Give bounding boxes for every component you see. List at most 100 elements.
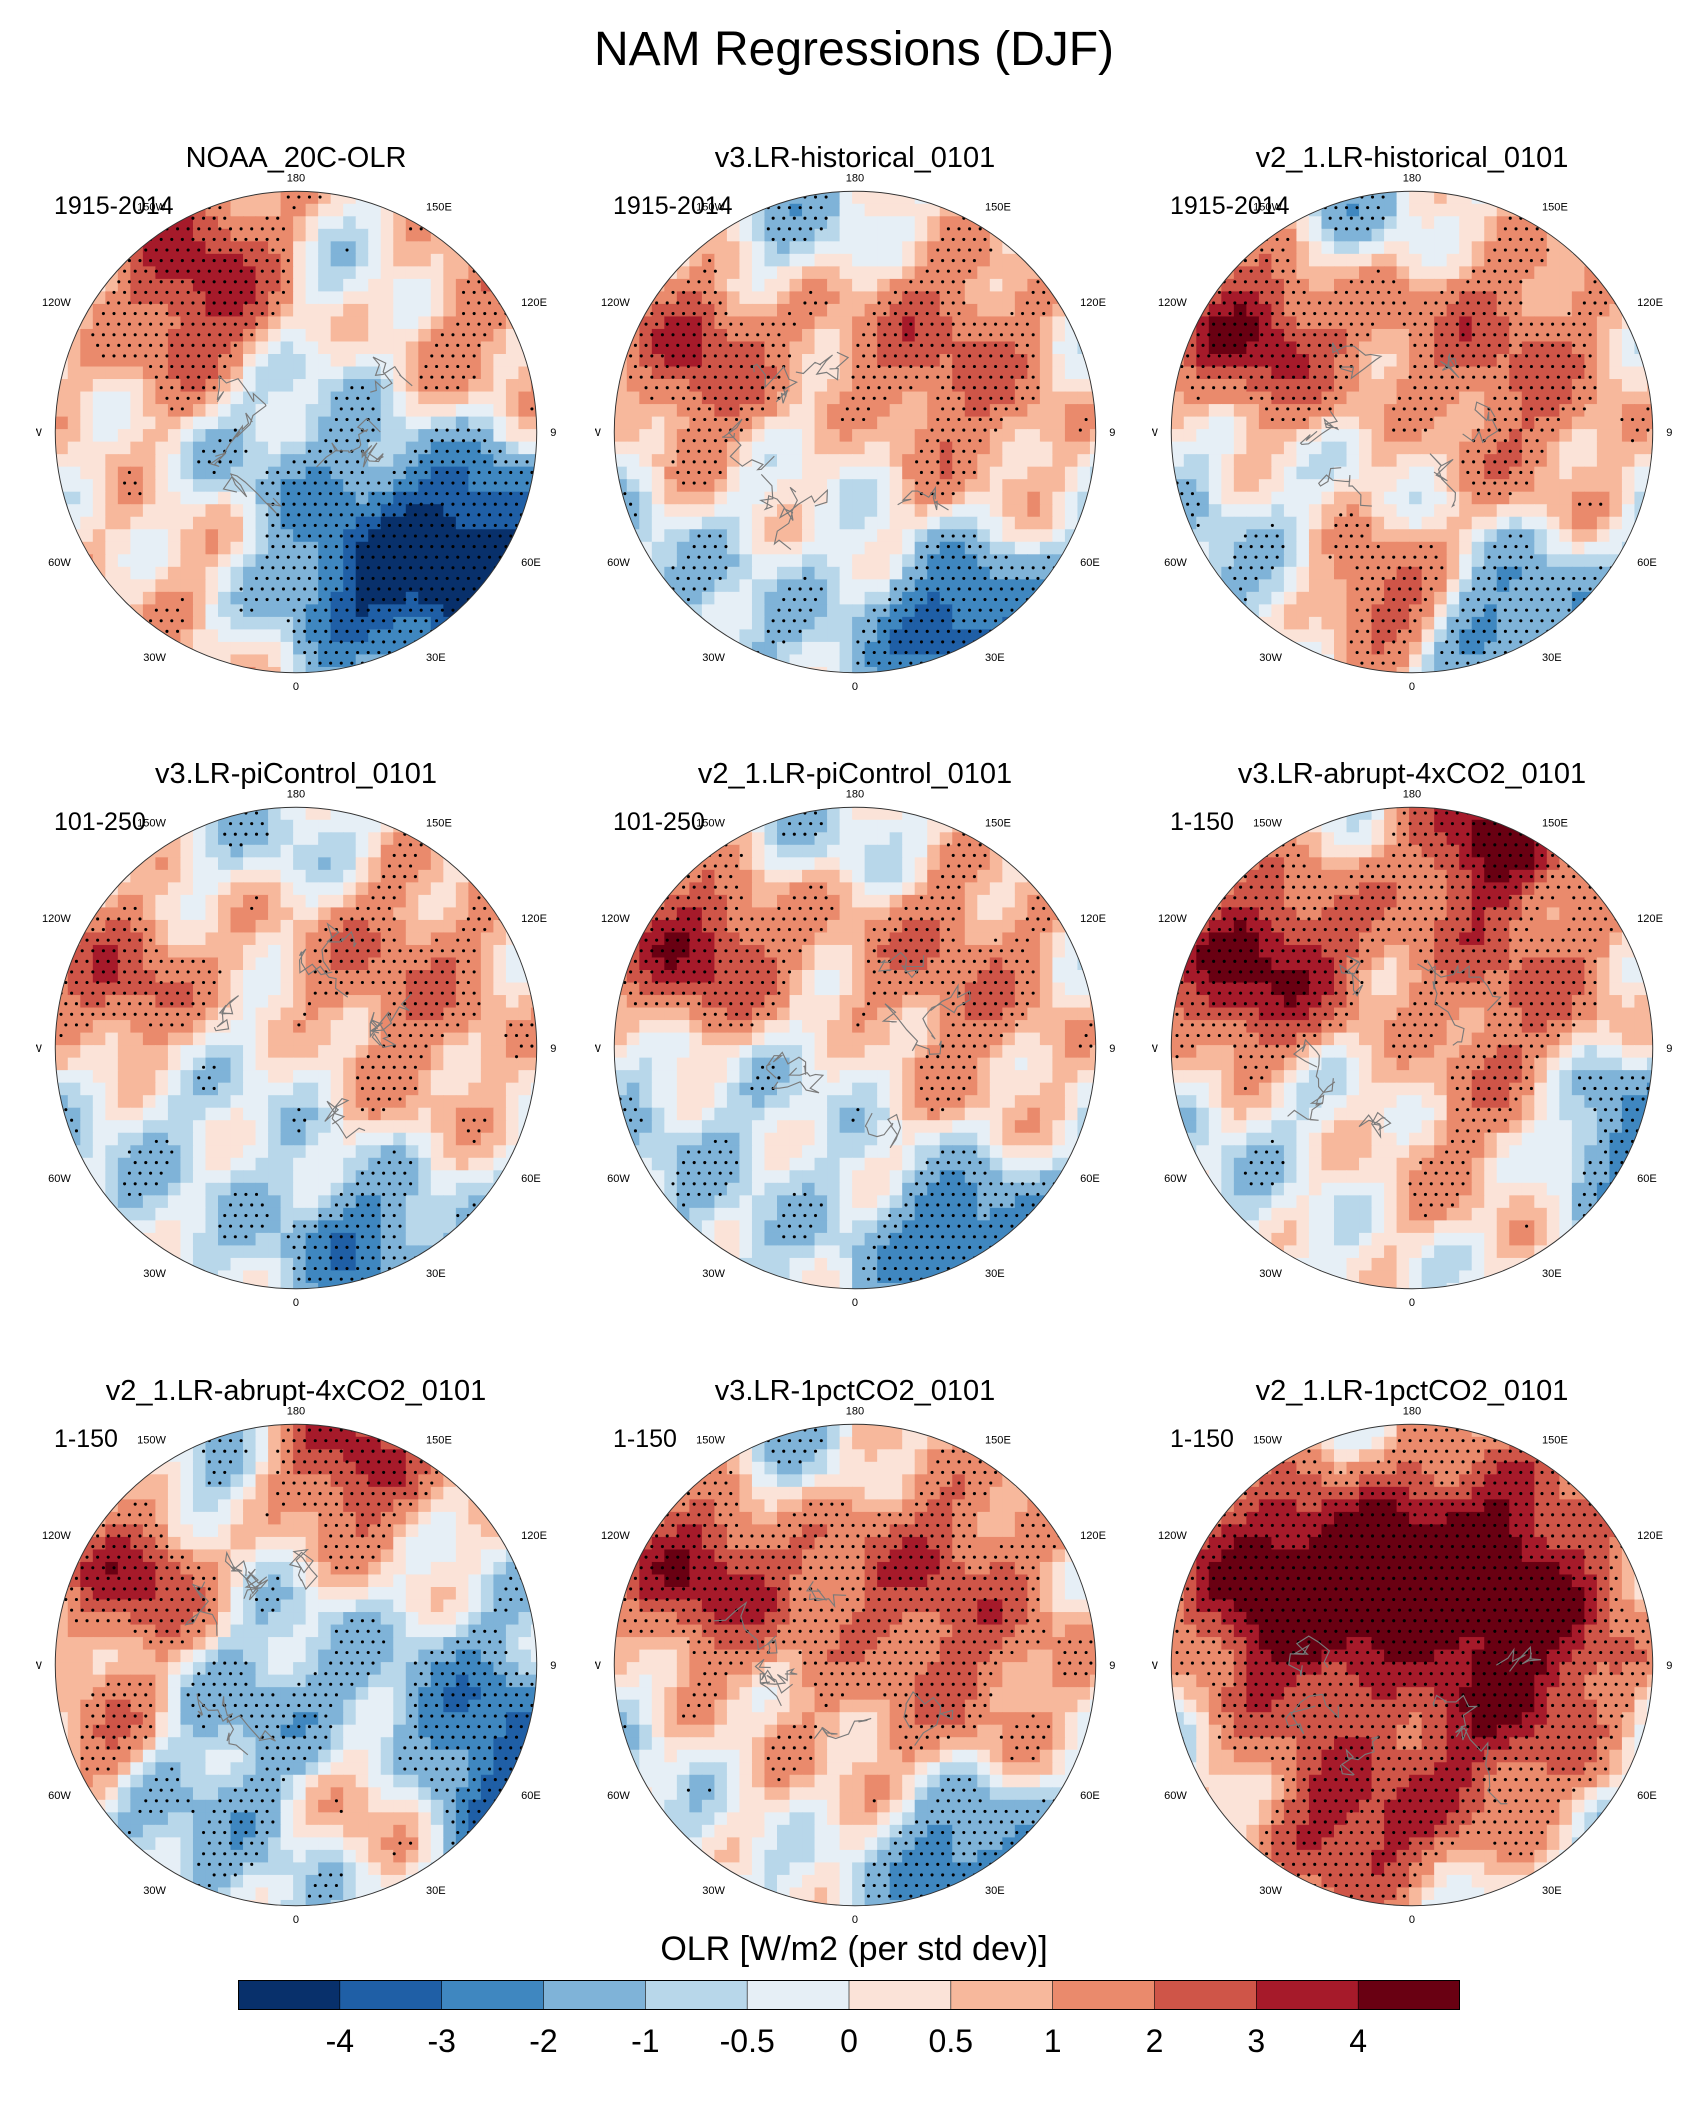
longitude-label: 30W: [1259, 1268, 1282, 1280]
longitude-label: 60W: [1164, 1790, 1187, 1802]
longitude-label: 180: [287, 789, 305, 801]
longitude-label: 0: [293, 681, 299, 692]
longitude-label: 30W: [143, 652, 166, 664]
longitude-label: 30E: [1542, 652, 1562, 664]
colorbar-svg: -4 -3 -2 -1 -0.5 0 0.5 1 2 3 4: [238, 1980, 1461, 2059]
polar-map: 180 150E 120E 90E 60E 30E 0 30W 60W 90W 120W 150W: [595, 173, 1115, 692]
longitude-label: 30E: [1542, 1885, 1562, 1897]
colorbar-title: OLR [W/m2 (per std dev)]: [0, 1930, 1708, 1969]
colorbar-segment: [950, 1980, 1054, 2010]
colorbar-segment: [1154, 1980, 1257, 2010]
longitude-label: 150W: [137, 818, 166, 830]
coastlines: [1285, 1635, 1542, 1805]
longitude-label: 0: [1409, 681, 1415, 692]
longitude-label: 180: [1403, 789, 1421, 801]
longitude-label: 60W: [1164, 557, 1187, 569]
longitude-label: 60E: [521, 1790, 541, 1802]
olr-field: [1171, 191, 1653, 673]
longitude-label: 120W: [42, 1530, 71, 1542]
colorbar-tick-label: 1: [1044, 2023, 1062, 2059]
longitude-label: 120E: [521, 1530, 547, 1542]
longitude-label: 150W: [696, 202, 725, 214]
longitude-label: 90E: [550, 427, 556, 439]
longitude-label: 180: [846, 789, 864, 801]
colorbar-tick-label: -0.5: [720, 2023, 775, 2059]
longitude-label: 150W: [696, 818, 725, 830]
longitude-label: 90E: [1109, 1043, 1115, 1055]
colorbar-segment: [645, 1980, 748, 2010]
longitude-label: 30E: [985, 652, 1005, 664]
longitude-label: 120W: [601, 297, 630, 309]
longitude-label: 30W: [143, 1885, 166, 1897]
longitude-label: 60E: [1637, 1790, 1657, 1802]
map-border: [54, 806, 538, 1290]
longitude-label: 120E: [1637, 1530, 1663, 1542]
colorbar-segment: [441, 1980, 544, 2010]
longitude-label: 150W: [1253, 818, 1282, 830]
longitude-label: 90W: [36, 427, 42, 439]
longitude-label: 120W: [1158, 297, 1187, 309]
longitude-label: 150E: [426, 202, 452, 214]
polar-map: 180 150E 120E 90E 60E 30E 0 30W 60W 90W 120W 150W: [36, 173, 556, 692]
longitude-label: 150E: [1542, 818, 1568, 830]
longitude-label: 120E: [1080, 297, 1106, 309]
longitude-label: 0: [852, 681, 858, 692]
longitude-label: 30E: [426, 1885, 446, 1897]
longitude-label: 120W: [1158, 1530, 1187, 1542]
period-label: 1-150: [1170, 808, 1234, 837]
colorbar-tick-label: -2: [529, 2023, 557, 2059]
polar-map: 180 150E 120E 90E 60E 30E 0 30W 60W 90W 120W 150W: [36, 789, 556, 1308]
longitude-label: 60E: [1080, 1790, 1100, 1802]
colorbar-segment: [339, 1980, 443, 2010]
panel-title: v3.LR-piControl_0101: [36, 758, 556, 791]
significance-stipple: [1175, 1428, 1650, 1898]
longitude-label: 0: [293, 1297, 299, 1308]
longitude-label: 120W: [42, 297, 71, 309]
longitude-label: 90E: [1109, 427, 1115, 439]
map-border: [613, 1423, 1097, 1907]
colorbar: -4 -3 -2 -1 -0.5 0 0.5 1 2 3 4: [238, 1980, 1461, 2100]
longitude-label: 180: [846, 1406, 864, 1418]
colorbar-tick-label: 3: [1247, 2023, 1265, 2059]
olr-field: [1171, 1424, 1653, 1906]
longitude-label: 60W: [48, 1790, 71, 1802]
longitude-label: 150W: [137, 202, 166, 214]
panel-title: v2_1.LR-historical_0101: [1152, 142, 1672, 175]
colorbar-tick-label: -1: [631, 2023, 659, 2059]
longitude-label: 150W: [1253, 1435, 1282, 1447]
colorbar-tick-label: 2: [1146, 2023, 1164, 2059]
longitude-label: 90E: [1666, 1043, 1672, 1055]
longitude-label: 60W: [607, 1790, 630, 1802]
coastlines: [1299, 342, 1499, 508]
coastlines: [713, 1581, 954, 1746]
period-label: 101-250: [54, 808, 146, 837]
longitude-label: 60W: [607, 557, 630, 569]
map-border: [54, 190, 538, 674]
longitude-label: 120W: [601, 1530, 630, 1542]
olr-field: [55, 807, 537, 1289]
olr-field: [55, 1424, 537, 1906]
longitude-label: 120E: [521, 297, 547, 309]
longitude-label: 60W: [607, 1173, 630, 1185]
longitude-label: 30E: [426, 652, 446, 664]
olr-field: [614, 191, 1096, 673]
map-border: [613, 190, 1097, 674]
longitude-label: 90W: [595, 1660, 601, 1672]
period-label: 1915-2014: [54, 192, 174, 221]
longitude-label: 120W: [601, 913, 630, 925]
longitude-label: 120E: [1637, 297, 1663, 309]
period-label: 1-150: [613, 1425, 677, 1454]
coastlines: [184, 1548, 318, 1756]
period-label: 1915-2014: [613, 192, 733, 221]
longitude-label: 120W: [42, 913, 71, 925]
longitude-label: 60W: [48, 557, 71, 569]
significance-stipple: [59, 811, 534, 1281]
longitude-label: 150W: [1253, 202, 1282, 214]
colorbar-tick-label: 4: [1349, 2023, 1367, 2059]
colorbar-tick-label: 0.5: [929, 2023, 973, 2059]
